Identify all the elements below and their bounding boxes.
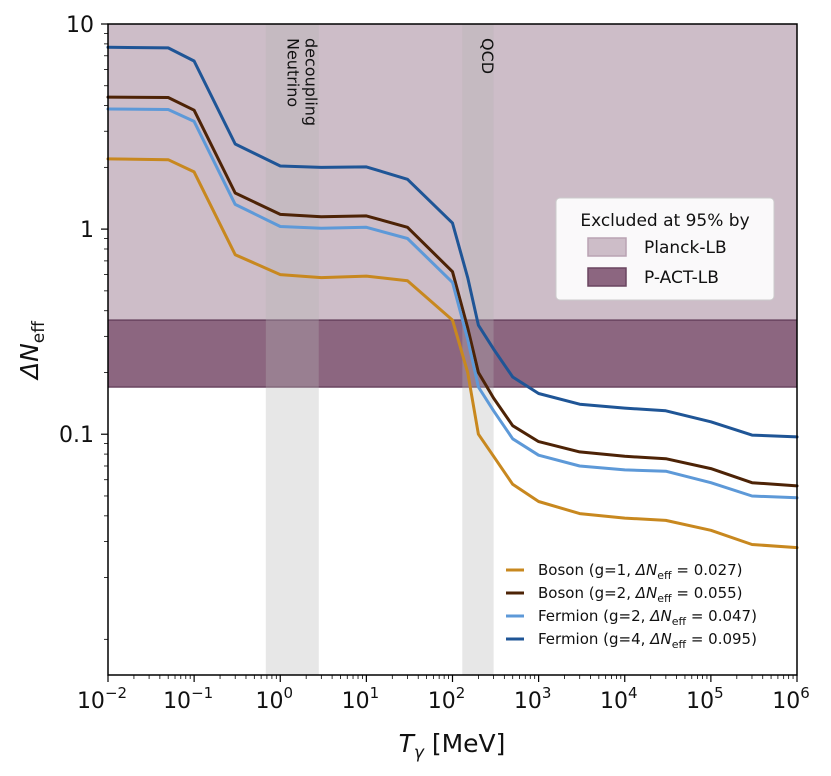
legend-series-label: Boson (g=1, ΔNeff = 0.027) [538,561,743,582]
legend-label-planck-lb: Planck-LB [644,238,727,258]
series-legend: Boson (g=1, ΔNeff = 0.027)Boson (g=2, ΔN… [506,561,757,651]
x-tick-label: 106 [772,684,810,714]
legend-label-p-act-lb: P-ACT-LB [644,268,719,288]
series-line [106,107,799,500]
legend-series-label: Boson (g=2, ΔNeff = 0.055) [538,584,743,605]
shaded-region-qcd [462,24,494,675]
legend-swatch-p-act-lb [587,267,627,287]
exclusion-legend: Excluded at 95% by Planck-LB P-ACT-LB [555,197,775,301]
legend-swatch-planck-lb [587,237,627,257]
y-tick-label: 1 [80,218,94,243]
series-line [106,45,799,439]
region-label: Neutrino [283,38,302,107]
region-label: QCD [478,38,497,74]
y-tick-label: 0.1 [59,423,94,448]
x-tick-label: 101 [342,684,380,714]
x-tick-label: 10−1 [163,684,213,714]
exclusion-legend-title: Excluded at 95% by [580,211,749,231]
x-axis-label: Tγ [MeV] [399,729,506,763]
legend-series-label: Fermion (g=2, ΔNeff = 0.047) [538,607,757,628]
legends: Excluded at 95% by Planck-LB P-ACT-LB Boson… [506,197,775,651]
x-tick-label: 103 [514,684,552,714]
series-line [106,157,799,550]
series-line [106,95,799,488]
region-label: decoupling [301,38,320,126]
x-tick-label: 105 [686,684,724,714]
y-axis-label: ΔNeff [15,320,49,381]
x-tick-label: 10−2 [77,684,127,714]
legend-series-label: Fermion (g=4, ΔNeff = 0.095) [538,630,757,651]
x-tick-label: 102 [428,684,466,714]
shaded-region-neutrino-decoupling [265,24,319,675]
y-tick-label: 10 [66,13,94,38]
x-tick-label: 104 [600,684,638,714]
exclusion-band-p-act-lb [108,320,797,387]
curves [106,45,799,550]
x-tick-label: 100 [255,684,293,714]
shaded-regions: Neutrino decoupling QCD [265,24,497,675]
